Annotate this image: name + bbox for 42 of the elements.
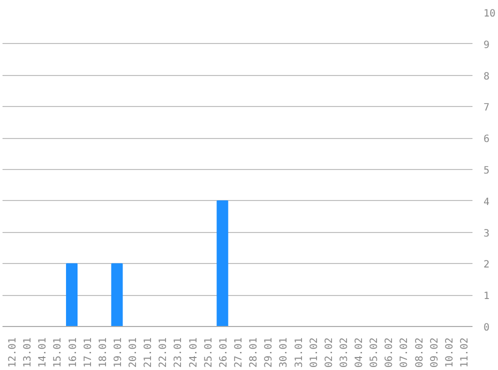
x-tick-label: 25.01 — [203, 337, 214, 368]
x-tick-label: 29.01 — [264, 337, 275, 368]
y-tick-label: 9 — [484, 40, 490, 51]
x-tick-label: 26.01 — [218, 337, 230, 368]
x-tick-label: 09.02 — [429, 337, 440, 368]
x-tick-label: 28.01 — [248, 337, 260, 368]
x-tick-label: 07.02 — [399, 337, 410, 368]
x-tick-label: 06.02 — [384, 337, 396, 368]
x-tick-label: 10.02 — [444, 337, 456, 368]
y-tick-label: 4 — [484, 196, 490, 208]
x-tick-label: 21.01 — [143, 337, 154, 368]
x-tick-label: 30.01 — [278, 337, 290, 368]
y-tick-label: 3 — [484, 228, 490, 240]
x-tick-label: 19.01 — [112, 337, 124, 368]
x-tick-label: 17.01 — [82, 337, 94, 368]
x-tick-label: 20.01 — [128, 337, 140, 368]
y-tick-label: 7 — [484, 102, 490, 114]
y-tick-label: 8 — [484, 71, 490, 82]
x-tick-label: 27.01 — [234, 337, 244, 368]
x-tick-label: 04.02 — [354, 337, 366, 368]
x-tick-label: 16.01 — [68, 337, 79, 368]
x-tick-label: 01.02 — [308, 337, 320, 368]
x-tick-label: 03.02 — [338, 337, 350, 368]
x-tick-label: 31.01 — [294, 337, 305, 368]
x-tick-label: 14.01 — [38, 337, 49, 368]
x-tick-label: 13.01 — [22, 337, 34, 368]
x-tick-label: 22.01 — [158, 337, 170, 368]
y-tick-label: 0 — [484, 322, 490, 334]
x-tick-label: 15.01 — [52, 337, 64, 368]
x-tick-label: 12.01 — [8, 337, 19, 368]
x-tick-label: 23.01 — [173, 337, 184, 368]
y-tick-label: 2 — [484, 260, 490, 271]
y-tick-label: 5 — [484, 166, 490, 176]
y-tick-label: 1 — [484, 291, 490, 302]
y-tick-label: 6 — [484, 134, 490, 146]
x-tick-label: 11.02 — [459, 337, 470, 368]
y-tick-label: 10 — [484, 8, 496, 20]
x-tick-label: 05.02 — [369, 337, 380, 368]
x-tick-label: 08.02 — [414, 337, 426, 368]
x-tick-label: 18.01 — [98, 337, 109, 368]
x-tick-label: 02.02 — [324, 337, 335, 368]
x-tick-label: 24.01 — [188, 337, 200, 368]
